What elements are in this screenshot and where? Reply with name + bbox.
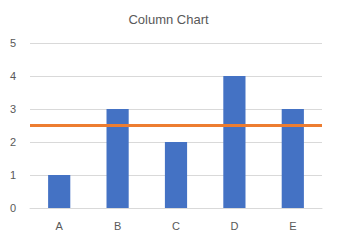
svg-text:A: A bbox=[56, 220, 64, 232]
svg-text:B: B bbox=[114, 220, 121, 232]
svg-text:E: E bbox=[289, 220, 296, 232]
svg-text:0: 0 bbox=[10, 202, 16, 214]
svg-text:3: 3 bbox=[10, 103, 16, 115]
svg-text:1: 1 bbox=[10, 169, 16, 181]
svg-text:Column Chart: Column Chart bbox=[128, 12, 209, 27]
svg-text:D: D bbox=[230, 220, 238, 232]
svg-text:C: C bbox=[172, 220, 180, 232]
svg-text:2: 2 bbox=[10, 136, 16, 148]
svg-text:4: 4 bbox=[10, 70, 16, 82]
svg-text:5: 5 bbox=[10, 37, 16, 49]
